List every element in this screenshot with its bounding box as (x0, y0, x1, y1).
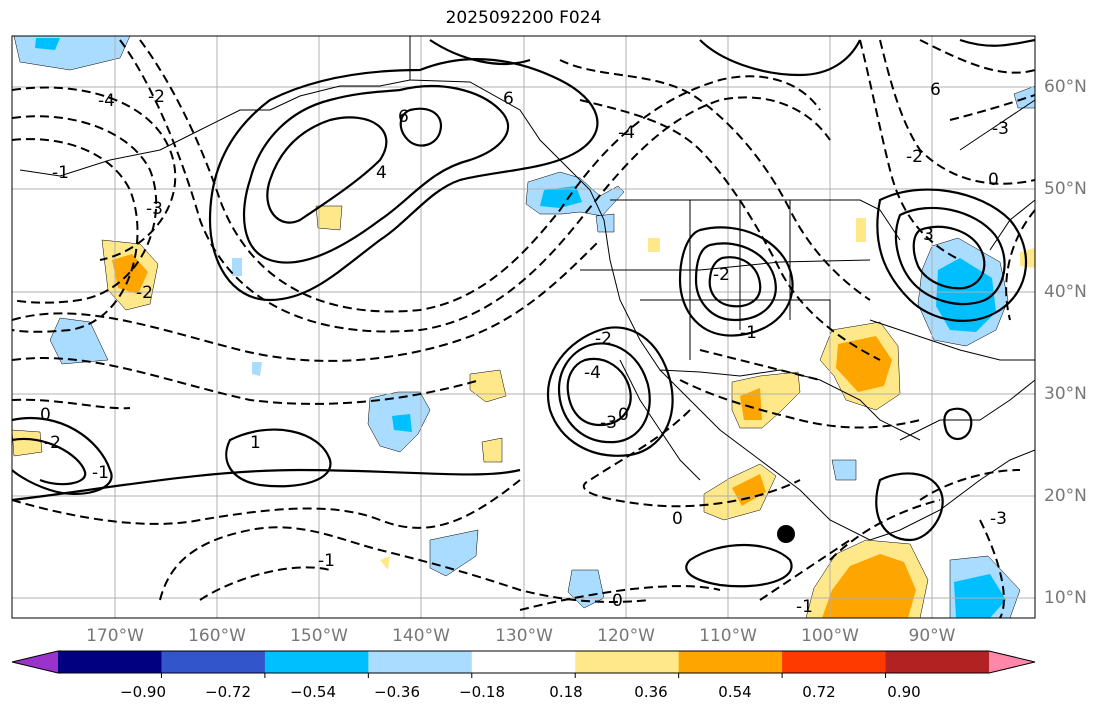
contour-label: -3 (992, 119, 1009, 139)
lat-label: 10°N (1044, 588, 1087, 608)
contour-label: 0 (612, 591, 623, 611)
contour-label: -1 (92, 463, 109, 483)
lat-label: 60°N (1044, 77, 1087, 97)
colorbar-tick-label: 0.36 (634, 683, 668, 701)
tropical-cyclone-marker (777, 525, 795, 543)
contour-label: 6 (398, 107, 409, 127)
contour-label: -2 (713, 265, 730, 285)
lat-label: 40°N (1044, 282, 1087, 302)
contour-label: -1 (796, 597, 813, 617)
colorbar-segment (264, 651, 369, 673)
lat-label: 50°N (1044, 179, 1087, 199)
negative-contours (12, 39, 1035, 618)
contour-label: 0 (40, 405, 51, 425)
lon-label: 120°W (597, 626, 655, 646)
lon-label: 100°W (801, 626, 859, 646)
colorbar-tick-label: 0.90 (887, 683, 921, 701)
lat-label: 30°N (1044, 384, 1087, 404)
contour-label: 6 (930, 80, 941, 100)
colorbar-tick-label: −0.36 (374, 683, 420, 701)
colorbar-tick-label: −0.72 (205, 683, 251, 701)
map-title: 2025092200 F024 (445, 8, 602, 28)
coastlines (19, 36, 1035, 541)
colorbar-extension-low (12, 651, 58, 673)
colorbar-tick-label: 0.54 (718, 683, 752, 701)
contour-label: 6 (503, 89, 514, 109)
contour-label: -1 (740, 323, 757, 343)
plot-frame (11, 35, 1036, 619)
colorbar-segment (368, 651, 473, 673)
contour-label: -2 (148, 87, 165, 107)
contour-labels: 4 6 -4 -2 6 -2 3 0 -3 6 -2 -1 -3 -4 0 -2… (40, 80, 1009, 617)
contour-label: 0 (988, 170, 999, 190)
lon-label: 160°W (188, 626, 246, 646)
colorbar-segment (161, 651, 266, 673)
lon-label: 130°W (495, 626, 553, 646)
contour-label: -4 (584, 363, 601, 383)
colorbar-segment (782, 651, 887, 673)
lon-label: 90°W (908, 626, 956, 646)
colorbar-segment (471, 651, 576, 673)
contour-label: -2 (44, 433, 61, 453)
colorbar-extension-high (989, 651, 1035, 673)
colorbar (11, 650, 1036, 678)
colorbar-tick-label: −0.54 (290, 683, 336, 701)
colorbar-segment (58, 651, 162, 673)
colorbar-tick-label: 0.72 (802, 683, 836, 701)
contour-label: -2 (595, 329, 612, 349)
lon-label: 170°W (86, 626, 144, 646)
contour-label: 0 (672, 509, 683, 529)
contour-label: 4 (376, 163, 387, 183)
colorbar-tick-label: −0.18 (459, 683, 505, 701)
graticule (12, 36, 1035, 618)
contour-label: -3 (146, 199, 163, 219)
contour-label: -4 (618, 123, 635, 143)
contour-label: 0 (618, 405, 629, 425)
colorbar-outline (11, 650, 1036, 674)
contour-label: 1 (250, 433, 261, 453)
lon-label: 150°W (290, 626, 348, 646)
colorbar-segment (575, 651, 680, 673)
positive-contours (12, 38, 1035, 588)
lat-label: 20°N (1044, 486, 1087, 506)
contour-label: -4 (98, 91, 115, 111)
lon-label: 140°W (392, 626, 450, 646)
lon-label: 110°W (699, 626, 757, 646)
contour-label: 3 (923, 225, 934, 245)
colorbar-tick-label: 0.18 (549, 683, 583, 701)
contour-label: -1 (318, 551, 335, 571)
colorbar-tick-label: −0.90 (120, 683, 166, 701)
colorbar-segment (678, 651, 783, 673)
contour-label: -3 (600, 413, 617, 433)
contour-label: -2 (136, 283, 153, 303)
contour-label: -3 (990, 509, 1007, 529)
contour-label: -1 (52, 163, 69, 183)
colorbar-segment (885, 651, 990, 673)
contour-label: -2 (906, 147, 923, 167)
